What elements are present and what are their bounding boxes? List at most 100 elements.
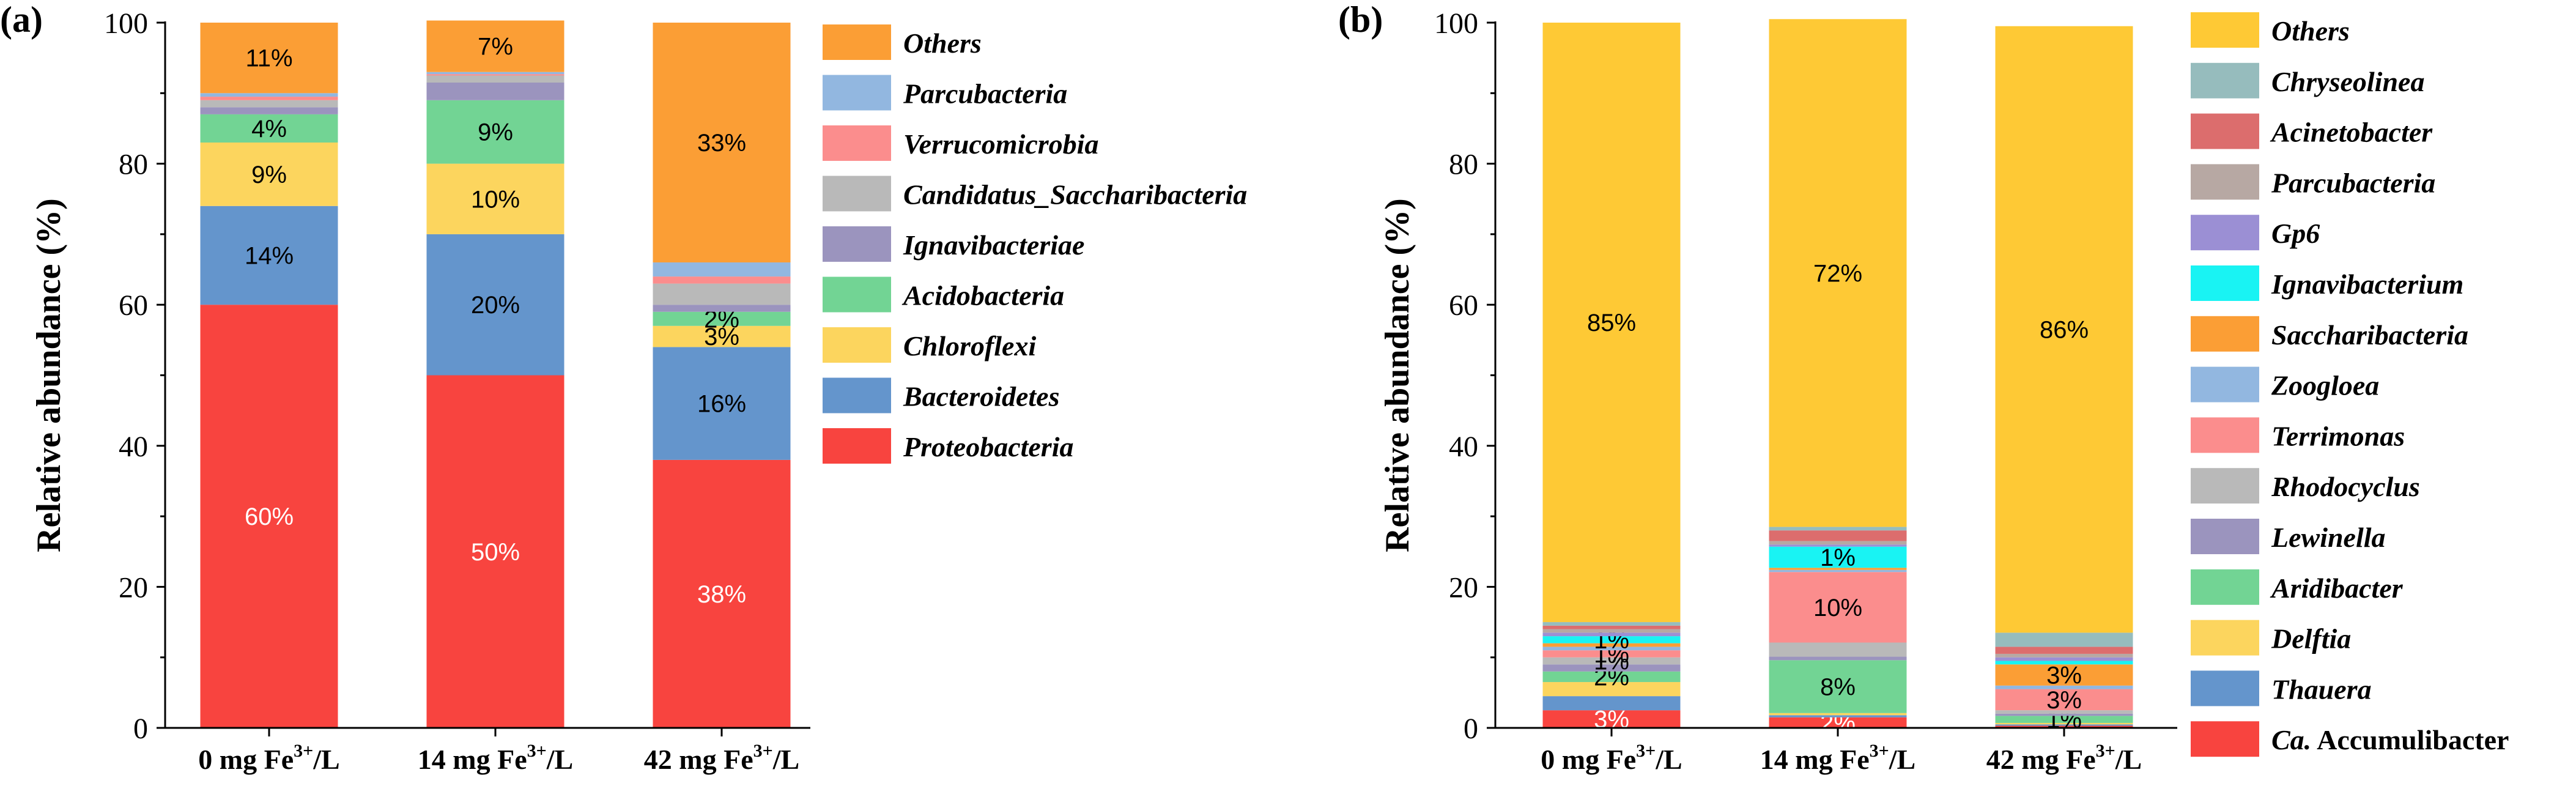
- bar-segment: [1542, 23, 1681, 623]
- bar-segment: [653, 305, 791, 312]
- legend-label: Verrucomicrobia: [903, 128, 1098, 160]
- data-label: 11%: [245, 45, 292, 72]
- y-tick-label: 20: [1449, 571, 1478, 604]
- bar-segment: [1542, 625, 1681, 629]
- bar-segment: [1995, 26, 2133, 633]
- bar-segment: [426, 20, 564, 72]
- x-tick-label: 14 mg Fe3+/L: [1760, 741, 1915, 775]
- panel-label: (a): [0, 0, 43, 40]
- legend-swatch: [2191, 62, 2259, 98]
- bar-segment: [1995, 657, 2133, 661]
- x-tick-label: 0 mg Fe3+/L: [1541, 741, 1682, 775]
- x-tick-label: 14 mg Fe3+/L: [418, 741, 573, 775]
- y-axis-title: Relative abundance (%): [30, 198, 68, 552]
- bar-segment: [426, 234, 564, 376]
- legend-label: Ignavibacterium: [2271, 269, 2463, 300]
- legend-swatch: [2191, 417, 2259, 453]
- data-label: 16%: [697, 391, 746, 418]
- legend-label: Lewinella: [2271, 522, 2386, 553]
- bar-segment: [1769, 568, 1907, 570]
- legend-label: Candidatus_Saccharibacteria: [903, 179, 1247, 210]
- bar-segment: [426, 375, 564, 728]
- y-tick-label: 40: [1449, 431, 1478, 463]
- bar-segment: [200, 114, 338, 143]
- bar-segment: [1769, 642, 1907, 657]
- legend-label: Bacteroidetes: [903, 381, 1060, 412]
- bar-segment: [1542, 636, 1681, 643]
- bar-segment: [1769, 572, 1907, 643]
- bar-segment: [1542, 710, 1681, 728]
- bar-segment: [1995, 689, 2133, 711]
- legend-swatch: [2191, 366, 2259, 402]
- legend-label: Parcubacteria: [903, 78, 1067, 109]
- bar-segment: [1769, 541, 1907, 545]
- panel-b: (b)3%2%1%1%1%85%2%8%10%1%72%1%3%3%86%020…: [1338, 0, 2509, 775]
- bar-segment: [426, 83, 564, 100]
- data-label: 33%: [697, 130, 746, 157]
- bar-segment: [1995, 716, 2133, 723]
- bar-segment: [1542, 629, 1681, 633]
- bar-segment: [1542, 643, 1681, 647]
- legend-label: Ignavibacteriae: [903, 229, 1084, 261]
- bar-segment: [200, 143, 338, 206]
- data-label: 3%: [2046, 687, 2082, 714]
- y-tick-label: 0: [133, 713, 148, 745]
- y-tick-label: 20: [119, 571, 148, 604]
- legend-label: Zoogloea: [2271, 370, 2379, 401]
- bar-segment: [200, 23, 338, 94]
- bar-segment: [426, 74, 564, 76]
- legend-swatch: [823, 428, 891, 464]
- legend-swatch: [2191, 569, 2259, 605]
- legend-swatch: [823, 176, 891, 212]
- bar-segment: [426, 72, 564, 75]
- bar-segment: [1542, 696, 1681, 711]
- bar-segment: [200, 305, 338, 728]
- bar-segment: [426, 75, 564, 83]
- bar-segment: [653, 459, 791, 728]
- y-tick-label: 60: [1449, 289, 1478, 322]
- legend-label: Saccharibacteria: [2271, 319, 2468, 350]
- bar-segment: [1995, 647, 2133, 654]
- x-tick-label: 42 mg Fe3+/L: [644, 741, 799, 775]
- y-tick-label: 80: [1449, 149, 1478, 181]
- bar-segment: [653, 276, 791, 284]
- bar-segment: [1769, 546, 1907, 568]
- bar-segment: [1995, 713, 2133, 716]
- bar-segment: [1542, 657, 1681, 665]
- bar-segment: [1542, 632, 1681, 637]
- bar-segment: [200, 206, 338, 305]
- legend-swatch: [2191, 670, 2259, 706]
- legend-swatch: [2191, 468, 2259, 504]
- y-tick-label: 100: [1434, 7, 1478, 40]
- legend-label: Others: [903, 28, 982, 59]
- legend-swatch: [2191, 721, 2259, 757]
- data-label: 10%: [1813, 595, 1862, 621]
- y-tick-label: 100: [104, 7, 148, 40]
- legend-swatch: [2191, 265, 2259, 301]
- data-label: 86%: [2040, 317, 2089, 344]
- bar-segment: [1769, 717, 1907, 728]
- legend-swatch: [823, 377, 891, 413]
- bar-segment: [1995, 724, 2133, 726]
- legend-label: Gp6: [2271, 218, 2320, 249]
- legend-swatch: [823, 226, 891, 262]
- bar-segment: [200, 93, 338, 97]
- bar-segment: [200, 100, 338, 108]
- legend-label: Ca. Accumulibacter: [2271, 724, 2509, 755]
- data-label: 72%: [1813, 260, 1862, 287]
- bar-segment: [653, 325, 791, 347]
- legend-label: Acinetobacter: [2270, 117, 2433, 148]
- bar-segment: [426, 163, 564, 234]
- data-label: 85%: [1587, 310, 1636, 336]
- y-axis-title: Relative abundance (%): [1379, 198, 1416, 552]
- bar-segment: [200, 97, 338, 100]
- data-label: 1%: [1820, 544, 1856, 571]
- bar-segment: [1542, 622, 1681, 626]
- data-label: 20%: [471, 292, 520, 319]
- bar-segment: [653, 23, 791, 263]
- data-label: 10%: [471, 186, 520, 213]
- legend-label: Chloroflexi: [903, 330, 1036, 361]
- data-label: 9%: [251, 161, 287, 188]
- legend-label: Terrimonas: [2271, 420, 2405, 451]
